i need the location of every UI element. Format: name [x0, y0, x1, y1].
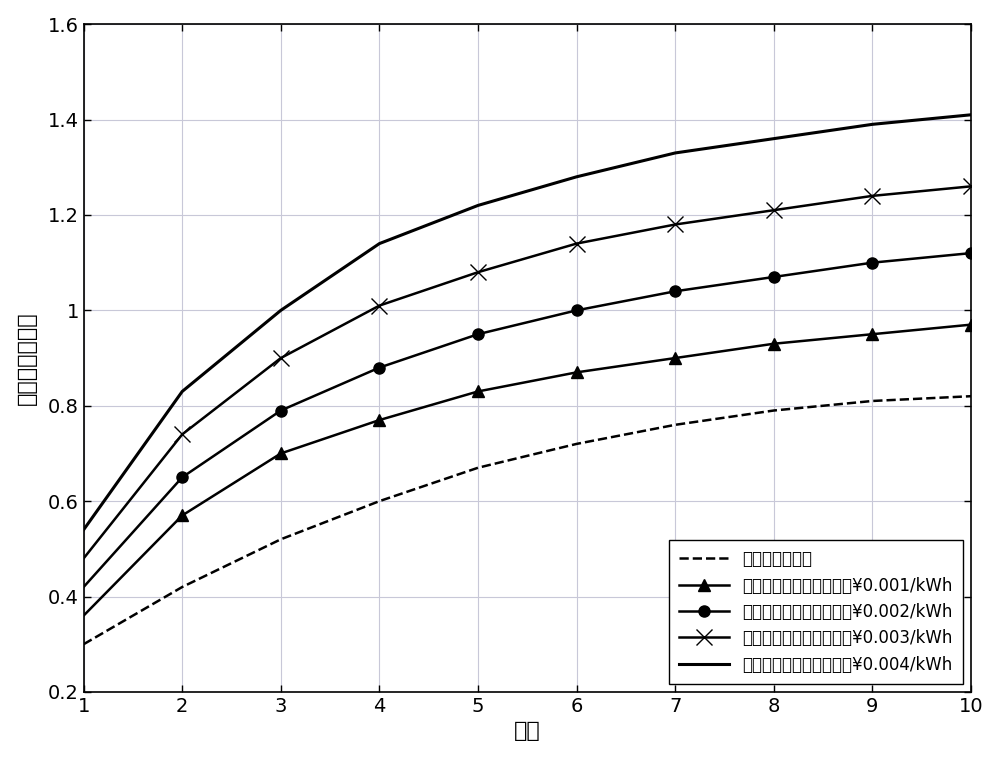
输配电价计入辅助服务费¥0.004/kWh	[472, 201, 484, 210]
输配电价计入辅助服务费¥0.002/kWh	[275, 406, 287, 415]
输配电价计入辅助服务费¥0.004/kWh	[176, 387, 188, 396]
输配电价计入辅助服务费¥0.002/kWh	[866, 258, 878, 268]
输配电价计入辅助服务费¥0.002/kWh	[965, 249, 977, 258]
输配电价计入辅助服务费¥0.004/kWh	[669, 149, 681, 158]
Line: 输配电价计入辅助服务费¥0.003/kWh: 输配电价计入辅助服务费¥0.003/kWh	[76, 179, 979, 566]
输配电价计入辅助服务费¥0.004/kWh	[275, 305, 287, 315]
Line: 不计入输配电价: 不计入输配电价	[84, 396, 971, 644]
输配电价计入辅助服务费¥0.004/kWh	[866, 120, 878, 129]
输配电价计入辅助服务费¥0.001/kWh	[768, 339, 780, 348]
输配电价计入辅助服务费¥0.001/kWh	[78, 611, 90, 620]
不计入输配电价	[866, 396, 878, 406]
输配电价计入辅助服务费¥0.001/kWh	[275, 449, 287, 458]
输配电价计入辅助服务费¥0.001/kWh	[472, 387, 484, 396]
输配电价计入辅助服务费¥0.003/kWh	[866, 191, 878, 200]
输配电价计入辅助服务费¥0.001/kWh	[176, 511, 188, 520]
输配电价计入辅助服务费¥0.002/kWh	[472, 330, 484, 339]
Line: 输配电价计入辅助服务费¥0.004/kWh: 输配电价计入辅助服务费¥0.004/kWh	[84, 114, 971, 530]
不计入输配电价	[571, 440, 583, 449]
输配电价计入辅助服务费¥0.001/kWh	[373, 415, 385, 424]
Line: 输配电价计入辅助服务费¥0.001/kWh: 输配电价计入辅助服务费¥0.001/kWh	[77, 318, 977, 622]
输配电价计入辅助服务费¥0.002/kWh	[373, 363, 385, 372]
Y-axis label: 电网企业益本比: 电网企业益本比	[17, 312, 37, 405]
输配电价计入辅助服务费¥0.003/kWh	[472, 268, 484, 277]
Legend: 不计入输配电价, 输配电价计入辅助服务费¥0.001/kWh, 输配电价计入辅助服务费¥0.002/kWh, 输配电价计入辅助服务费¥0.003/kWh, 输配: 不计入输配电价, 输配电价计入辅助服务费¥0.001/kWh, 输配电价计入辅助…	[669, 540, 963, 684]
输配电价计入辅助服务费¥0.004/kWh	[965, 110, 977, 119]
输配电价计入辅助服务费¥0.001/kWh	[669, 353, 681, 362]
Line: 输配电价计入辅助服务费¥0.002/kWh: 输配电价计入辅助服务费¥0.002/kWh	[78, 248, 977, 593]
输配电价计入辅助服务费¥0.003/kWh	[176, 430, 188, 439]
输配电价计入辅助服务费¥0.001/kWh	[965, 320, 977, 329]
不计入输配电价	[768, 406, 780, 415]
不计入输配电价	[669, 420, 681, 429]
输配电价计入辅助服务费¥0.002/kWh	[669, 287, 681, 296]
输配电价计入辅助服务费¥0.003/kWh	[373, 301, 385, 310]
不计入输配电价	[965, 392, 977, 401]
输配电价计入辅助服务费¥0.003/kWh	[768, 205, 780, 215]
不计入输配电价	[472, 463, 484, 472]
输配电价计入辅助服务费¥0.002/kWh	[78, 582, 90, 591]
输配电价计入辅助服务费¥0.003/kWh	[965, 182, 977, 191]
不计入输配电价	[78, 640, 90, 649]
输配电价计入辅助服务费¥0.004/kWh	[571, 172, 583, 181]
输配电价计入辅助服务费¥0.004/kWh	[373, 239, 385, 248]
输配电价计入辅助服务费¥0.004/kWh	[768, 134, 780, 143]
输配电价计入辅助服务费¥0.002/kWh	[768, 272, 780, 281]
输配电价计入辅助服务费¥0.003/kWh	[669, 220, 681, 229]
输配电价计入辅助服务费¥0.002/kWh	[571, 305, 583, 315]
输配电价计入辅助服务费¥0.003/kWh	[78, 554, 90, 563]
不计入输配电价	[176, 582, 188, 591]
X-axis label: 年份: 年份	[514, 722, 541, 741]
不计入输配电价	[373, 496, 385, 506]
输配电价计入辅助服务费¥0.003/kWh	[571, 239, 583, 248]
输配电价计入辅助服务费¥0.001/kWh	[571, 368, 583, 377]
不计入输配电价	[275, 534, 287, 543]
输配电价计入辅助服务费¥0.002/kWh	[176, 473, 188, 482]
输配电价计入辅助服务费¥0.001/kWh	[866, 330, 878, 339]
输配电价计入辅助服务费¥0.003/kWh	[275, 353, 287, 362]
输配电价计入辅助服务费¥0.004/kWh	[78, 525, 90, 534]
